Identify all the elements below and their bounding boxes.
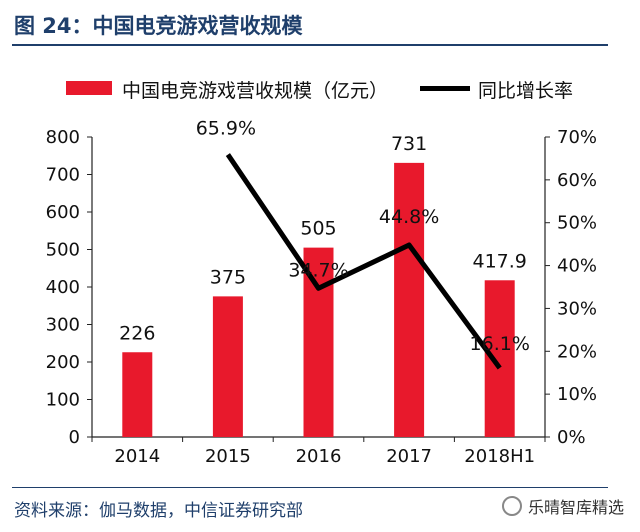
bar-data-label: 375 [210,266,246,288]
bar [484,280,515,437]
bar [212,296,243,437]
x-tick-label: 2015 [205,446,251,467]
bar [394,162,425,437]
y-right-tick-label: 50% [557,213,597,234]
growth-line [225,153,502,370]
line-data-label: 16.1% [470,333,530,355]
y-right-tick-label: 30% [557,298,597,319]
bar-data-label: 417.9 [472,250,526,272]
x-tick-label: 2016 [296,446,342,467]
source-divider [12,487,608,488]
y-left-tick-label: 400 [46,277,80,298]
y-right-tick-label: 0% [557,427,586,448]
y-right-tick-label: 70% [557,127,597,148]
y-left-tick-label: 700 [46,165,80,186]
y-left-tick-label: 600 [46,202,80,223]
y-left-tick-label: 200 [46,352,80,373]
bar [122,352,153,437]
y-left-tick-label: 800 [46,127,80,148]
chart-title: 图 24：中国电竞游戏营收规模 [14,14,303,38]
y-right-tick-label: 40% [557,256,597,277]
line-data-label: 44.8% [379,206,439,228]
watermark: 乐晴智库精选 [501,494,624,518]
y-left-tick-label: 500 [46,240,80,261]
bar [303,247,334,437]
legend: 中国电竞游戏营收规模（亿元） 同比增长率 [0,76,640,102]
source-note: 资料来源：伽马数据，中信证券研究部 [14,501,303,521]
y-right-tick-label: 20% [557,341,597,362]
x-tick-label: 2017 [386,446,432,467]
legend-bar-label: 中国电竞游戏营收规模（亿元） [122,80,389,102]
bar-data-label: 505 [300,218,336,240]
legend-line-label: 同比增长率 [478,80,574,102]
y-right-tick-label: 10% [557,384,597,405]
y-left-tick-label: 0 [69,427,80,448]
y-right-tick-label: 60% [557,170,597,191]
chart: 0 100 200 300 400 500 600 700 800 0% 10% 20% 30% 40% 5… [46,118,597,467]
line-data-label: 65.9% [196,118,256,140]
watermark-text: 乐晴智库精选 [527,498,624,517]
bar-data-label: 226 [119,322,155,344]
x-tick-label: 2014 [114,446,160,467]
title-divider [12,44,608,46]
legend-line-swatch [420,86,470,91]
legend-bar-swatch [66,81,112,95]
line-data-label: 34.7% [288,259,348,281]
bar-data-label: 731 [391,133,427,155]
y-left-tick-label: 100 [46,390,80,411]
wechat-icon [501,496,522,516]
x-tick-label: 2018H1 [464,446,535,467]
y-left-tick-label: 300 [46,315,80,336]
